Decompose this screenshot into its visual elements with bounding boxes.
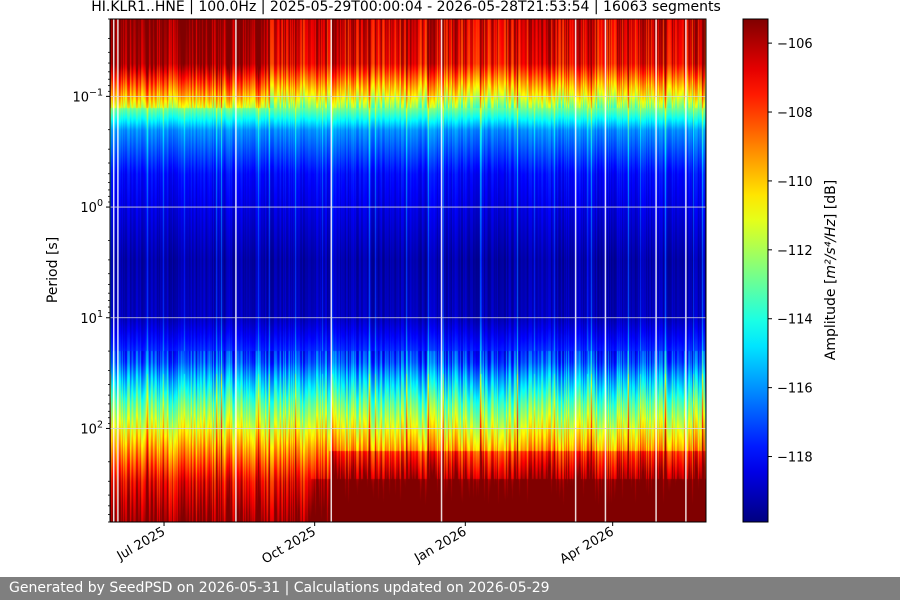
spectrogram-raster [110,19,706,522]
colorbar-gradient [742,18,769,523]
x-tick-label: Oct 2025 [259,524,318,567]
data-gap [604,19,607,522]
colorbar-tick-label: −110 [777,175,813,190]
psd-spectrogram-chart: HI.KLR1..HNE | 100.0Hz | 2025-05-29T00:0… [45,0,839,567]
colorbar-tick-label: −114 [777,313,813,328]
colorbar-tick-label: −118 [777,451,813,466]
colorbar-label: Amplitude [m²/s⁴/Hz] [dB] [823,180,839,360]
colorbar-tick-label: −116 [777,382,813,397]
data-gap [117,19,119,522]
y-axis: 10−1 100 101 102 [72,18,110,523]
data-gap [440,19,443,522]
colorbar: −106 −108 −110 −112 −114 −116 −118 [742,18,813,523]
colorbar-tick-label: −108 [777,106,813,121]
y-tick-label: 101 [80,309,103,327]
data-gap [330,19,333,522]
data-gap [235,19,237,522]
x-tick-label: Apr 2026 [557,524,616,567]
colorbar-tick-label: −112 [777,244,813,259]
data-gap [112,19,115,522]
x-tick-label: Jan 2026 [411,524,469,566]
x-tick-label: Jul 2025 [114,524,168,564]
footer-status: Generated by SeedPSD on 2026-05-31 | Cal… [0,577,900,600]
chart-title: HI.KLR1..HNE | 100.0Hz | 2025-05-29T00:0… [91,0,721,15]
y-tick-label: 102 [80,419,103,437]
plot-area [109,18,707,523]
x-axis: Jul 2025 Oct 2025 Jan 2026 Apr 2026 [114,522,617,567]
colorbar-tick-label: −106 [777,37,813,52]
y-tick-label: 100 [80,198,103,216]
data-gap [574,19,577,522]
data-gap [655,19,657,522]
y-tick-label: 10−1 [72,87,103,105]
plot-frame [109,18,707,523]
y-axis-label: Period [s] [45,237,61,303]
data-gap [685,19,687,522]
